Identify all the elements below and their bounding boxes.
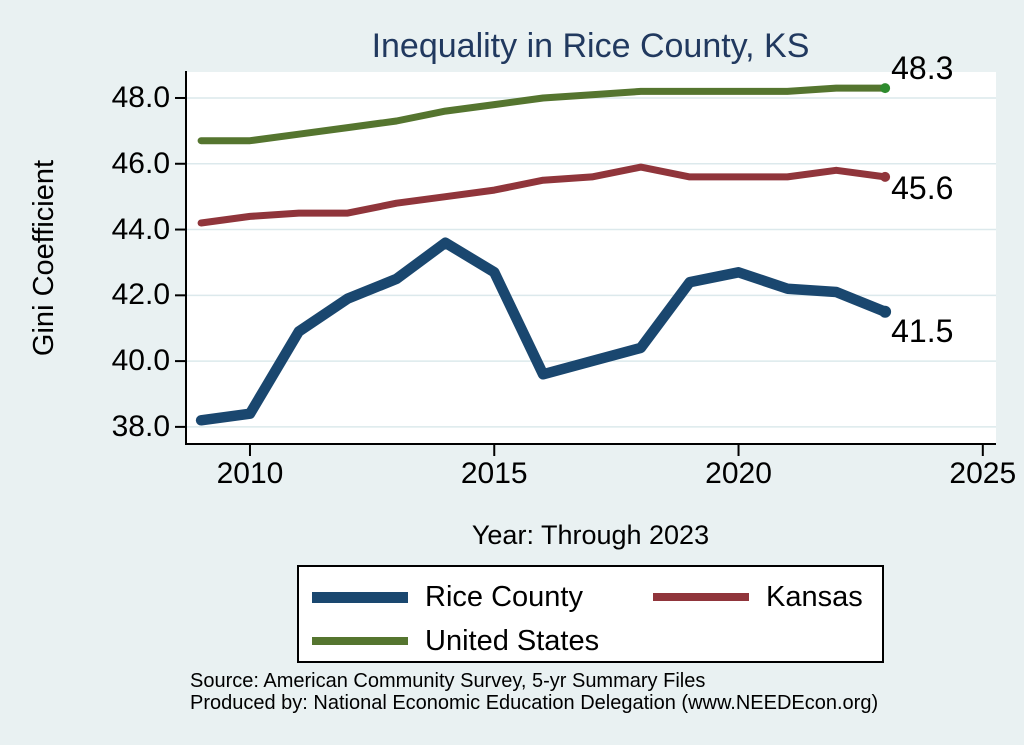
- y-tick-label: 48.0: [111, 80, 170, 114]
- legend: Rice County Kansas United States: [297, 565, 884, 663]
- series-end-label-united-states: 48.3: [891, 50, 954, 87]
- x-axis-label: Year: Through 2023: [471, 520, 710, 550]
- x-tick-label: 2015: [460, 457, 528, 490]
- legend-swatch-kansas: [653, 593, 749, 601]
- legend-label-united-states: United States: [425, 624, 600, 657]
- series-line-kansas: [197, 163, 889, 227]
- legend-item-kansas: Kansas: [653, 581, 882, 614]
- legend-label-kansas: Kansas: [766, 580, 863, 613]
- x-tick-label: 2010: [216, 457, 284, 490]
- x-tick-label: 2025: [949, 457, 1017, 490]
- legend-item-rice-county: Rice County: [312, 581, 653, 614]
- series-end-dot-rice-county: [879, 305, 892, 318]
- series-line-united-states: [197, 84, 889, 145]
- footer: Source: American Community Survey, 5-yr …: [190, 670, 878, 714]
- series-end-dot-kansas: [880, 171, 891, 182]
- producer-note: Produced by: National Economic Education…: [190, 692, 879, 714]
- y-tick-label: 40.0: [111, 344, 170, 378]
- chart-title: Inequality in Rice County, KS: [371, 27, 810, 65]
- plot-background: [185, 72, 996, 443]
- legend-swatch-rice-county: [312, 591, 408, 603]
- series-end-dot-united-states: [880, 83, 891, 94]
- y-tick-label: 42.0: [111, 278, 170, 312]
- y-tick-label: 46.0: [111, 146, 170, 180]
- y-tick-label: 38.0: [111, 409, 170, 443]
- legend-label-rice-county: Rice County: [425, 580, 583, 613]
- series-end-label-rice-county: 41.5: [891, 312, 954, 349]
- x-tick-label: 2020: [705, 457, 772, 490]
- legend-swatch-united-states: [312, 637, 408, 645]
- y-tick-label: 44.0: [111, 212, 170, 246]
- legend-item-united-states: United States: [312, 625, 653, 658]
- source-note: Source: American Community Survey, 5-yr …: [190, 670, 706, 692]
- series-end-label-kansas: 45.6: [891, 169, 954, 206]
- series-line-rice-county: [195, 237, 891, 426]
